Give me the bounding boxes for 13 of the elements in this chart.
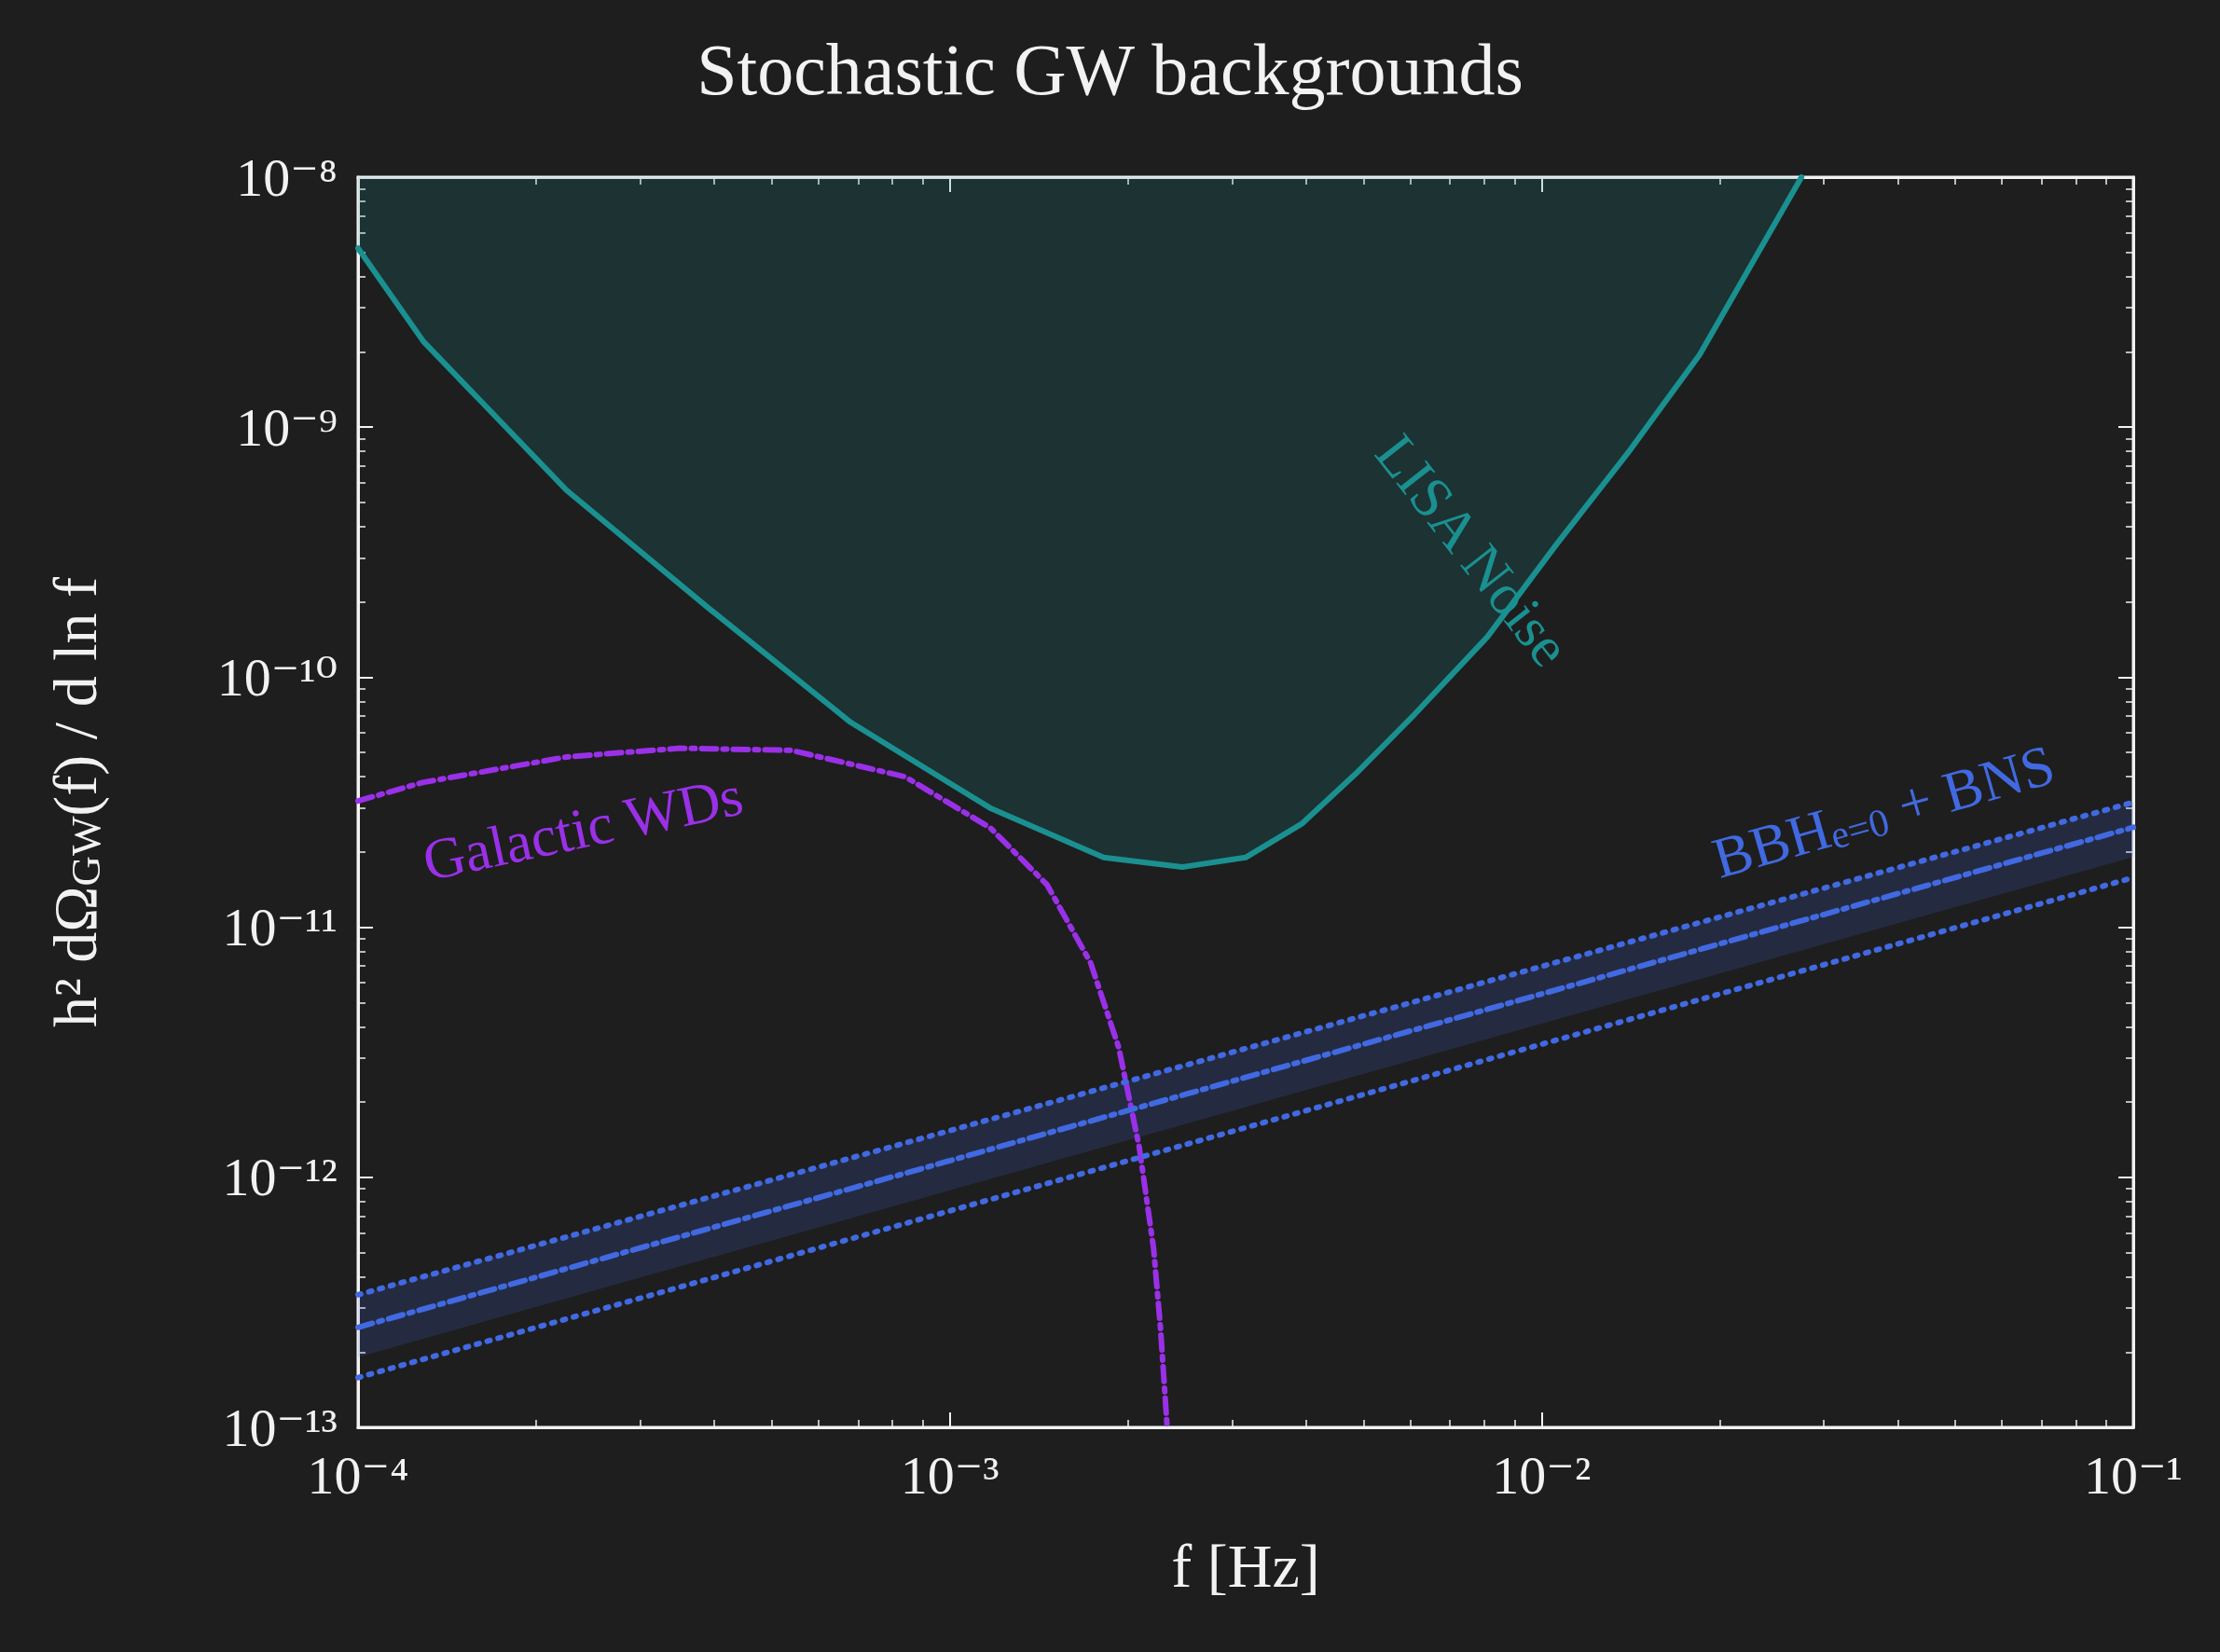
y-axis-title: h² dΩGW(f) / d ln f (40, 577, 110, 1027)
chart-title: Stochastic GW backgrounds (696, 28, 1524, 110)
y-tick-label: 10⁻⁹ (236, 396, 338, 458)
text: BBHe=0 + BNS (1705, 732, 2061, 890)
x-tick-label: 10⁻¹ (2083, 1444, 2184, 1506)
x-tick-label: 10⁻² (1492, 1444, 1592, 1506)
x-axis-title: f [Hz] (1171, 1531, 1320, 1600)
y-tick-label: 10⁻⁸ (236, 146, 338, 208)
y-tick-label: 10⁻¹² (222, 1147, 338, 1208)
x-tick-label: 10⁻³ (900, 1444, 1000, 1506)
text: Galactic WDs (417, 763, 749, 893)
y-tick-label: 10⁻¹⁰ (216, 646, 338, 708)
y-tick-label: 10⁻¹¹ (222, 897, 338, 958)
